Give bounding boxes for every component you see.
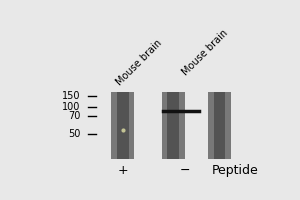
Text: +: + xyxy=(117,164,128,177)
Bar xyxy=(214,92,225,159)
Text: 70: 70 xyxy=(68,111,80,121)
Text: Mouse brain: Mouse brain xyxy=(180,28,230,78)
Text: 100: 100 xyxy=(62,102,80,112)
Bar xyxy=(208,92,231,159)
Bar xyxy=(111,92,134,159)
Bar xyxy=(161,92,185,159)
Text: Peptide: Peptide xyxy=(212,164,259,177)
Text: Mouse brain: Mouse brain xyxy=(114,38,164,87)
Text: −: − xyxy=(179,164,190,177)
Text: 150: 150 xyxy=(61,91,80,101)
Text: 50: 50 xyxy=(68,129,80,139)
Bar xyxy=(117,92,129,159)
Bar xyxy=(167,92,179,159)
